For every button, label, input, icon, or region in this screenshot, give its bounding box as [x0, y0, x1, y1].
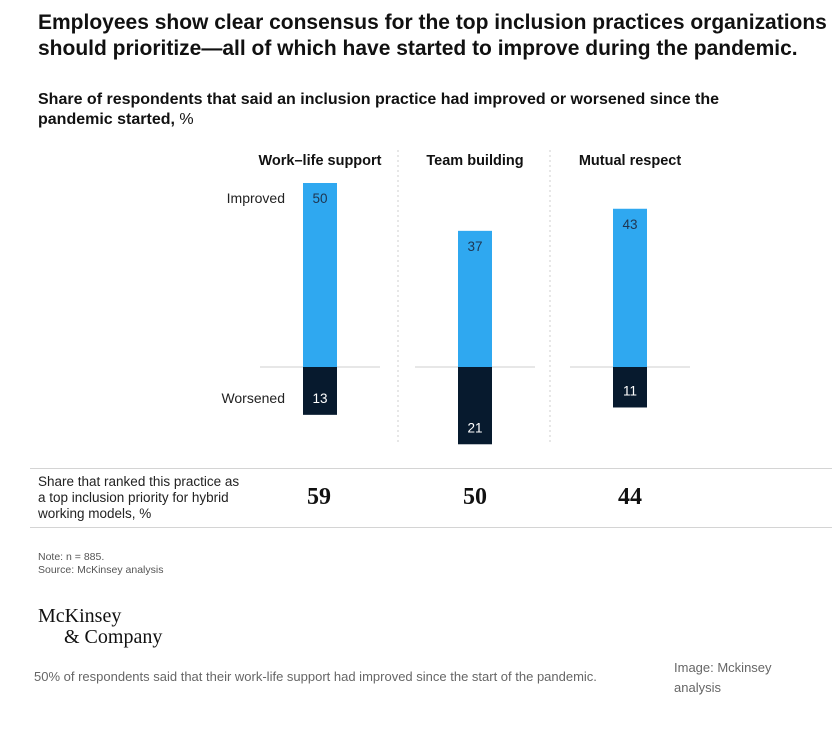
priority-top-divider	[30, 468, 832, 469]
data-label-improved-mutual-respect: 43	[622, 217, 637, 232]
bar-improved-work-life-support	[303, 183, 337, 367]
chart-headline: Employees show clear consensus for the t…	[38, 11, 827, 60]
bar-worsened-team-building	[458, 367, 492, 445]
bar-worsened-mutual-respect	[613, 367, 647, 408]
logo-line-2: & Company	[64, 626, 163, 648]
data-label-improved-team-building: 37	[467, 239, 482, 254]
chart-unit: %	[179, 111, 194, 128]
priority-value-team-building: 50	[463, 484, 487, 510]
bar-improved-mutual-respect	[613, 208, 647, 367]
category-label-work-life-support: Work–life support	[259, 153, 382, 169]
data-label-worsened-team-building: 21	[467, 420, 482, 435]
note-text: Note: n = 885.	[38, 551, 105, 563]
mckinsey-logo: McKinsey & Company	[38, 606, 162, 648]
priority-value-work-life: 59	[307, 484, 331, 510]
priority-bottom-divider	[30, 527, 832, 528]
chart-notes: Note: n = 885. Source: McKinsey analysis	[38, 551, 163, 577]
series-label-improved: Improved	[227, 190, 285, 206]
category-label-team-building: Team building	[426, 153, 523, 169]
data-label-worsened-mutual-respect: 11	[623, 383, 637, 398]
diverging-bar-chart: Work–life support 50 13 Team building 37 21 Mu…	[221, 150, 690, 445]
priority-value-mutual-respect: 44	[618, 484, 642, 510]
bar-improved-team-building	[458, 230, 492, 367]
image-caption: 50% of respondents said that their work-…	[34, 669, 597, 684]
chart-subtitle: Share of respondents that said an inclus…	[38, 90, 798, 130]
category-label-mutual-respect: Mutual respect	[579, 153, 681, 169]
bar-worsened-work-life-support	[303, 367, 337, 415]
priority-row-label: Share that ranked this practice as a top…	[38, 474, 240, 521]
series-label-worsened: Worsened	[221, 390, 285, 406]
chart-title: Share of respondents that said an inclus…	[38, 91, 720, 128]
data-label-improved-work-life-support: 50	[312, 191, 327, 206]
image-credit: Image: Mckinsey analysis	[674, 660, 772, 695]
data-label-worsened-work-life-support: 13	[312, 391, 327, 406]
logo-line-1: McKinsey	[38, 605, 122, 627]
source-text: Source: McKinsey analysis	[38, 564, 164, 576]
